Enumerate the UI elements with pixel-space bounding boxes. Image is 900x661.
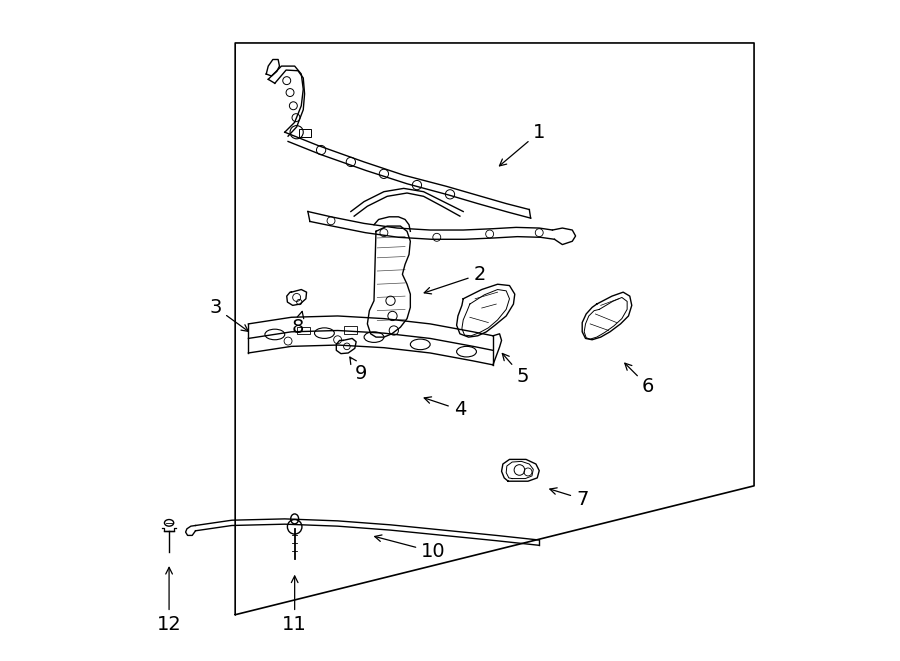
Bar bbox=[297, 327, 310, 334]
Text: 12: 12 bbox=[157, 567, 182, 634]
Text: 10: 10 bbox=[374, 535, 446, 561]
Text: 1: 1 bbox=[500, 123, 545, 166]
Text: 4: 4 bbox=[424, 397, 466, 419]
Text: 2: 2 bbox=[424, 265, 486, 294]
Text: 9: 9 bbox=[350, 357, 367, 383]
Text: 5: 5 bbox=[502, 354, 529, 386]
Bar bbox=[344, 326, 357, 334]
Text: 7: 7 bbox=[550, 488, 589, 508]
Text: 11: 11 bbox=[283, 576, 307, 634]
Text: 6: 6 bbox=[625, 363, 654, 396]
Text: 8: 8 bbox=[292, 311, 304, 336]
Bar bbox=[300, 129, 311, 137]
Text: 3: 3 bbox=[209, 298, 248, 331]
